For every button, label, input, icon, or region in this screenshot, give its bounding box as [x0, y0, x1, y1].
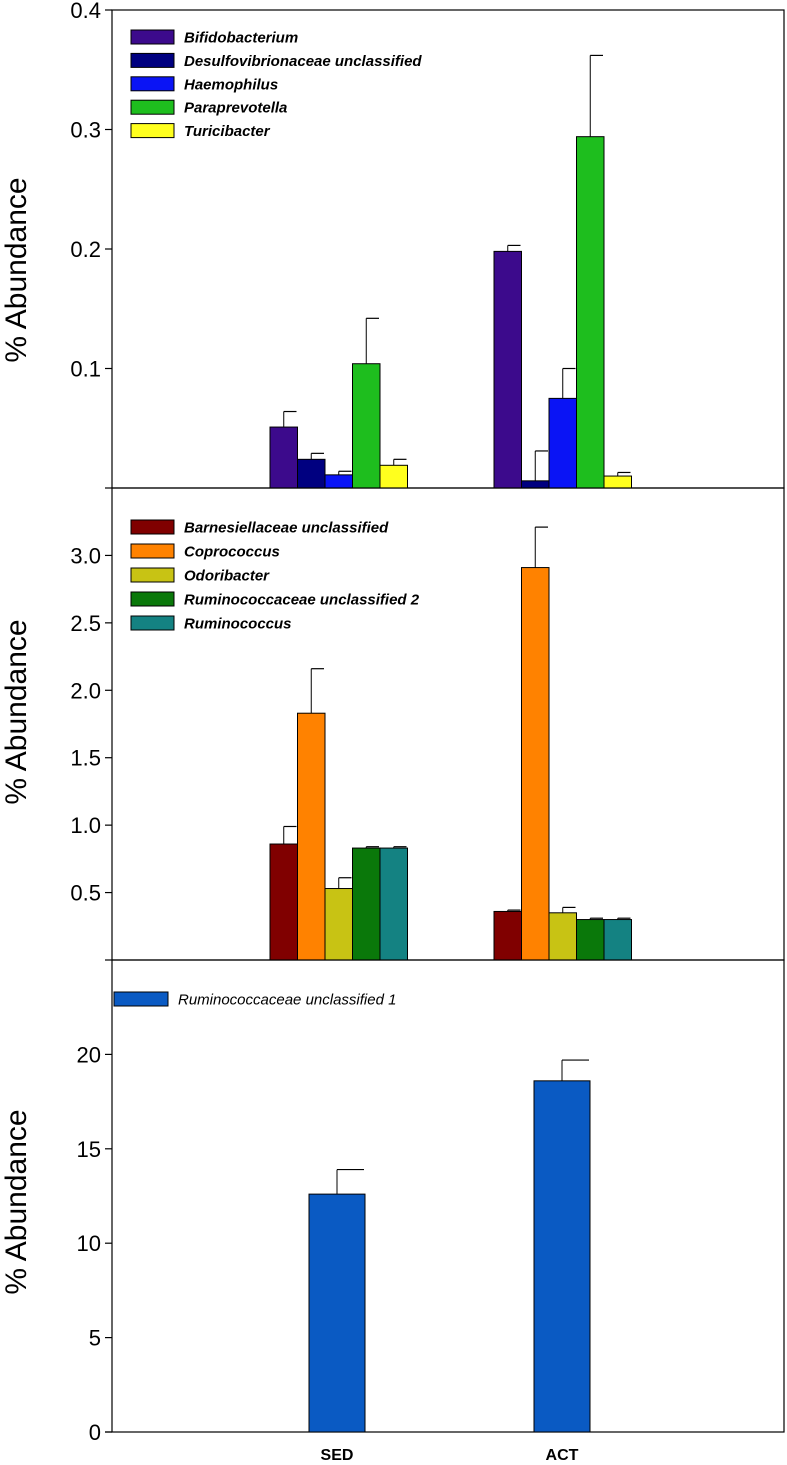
- y-tick-label: 20: [77, 1042, 101, 1067]
- bar: [308, 1193, 366, 1433]
- bar: [379, 847, 408, 961]
- bar: [324, 474, 353, 489]
- legend-swatch: [130, 543, 175, 559]
- bar: [521, 567, 550, 961]
- bar: [324, 888, 353, 961]
- y-axis-label: % Abundance: [0, 619, 33, 804]
- bar: [297, 712, 326, 961]
- bar: [379, 464, 408, 489]
- legend-swatch: [113, 991, 169, 1007]
- legend-swatch: [130, 567, 175, 583]
- legend-swatch: [130, 52, 175, 68]
- bar: [548, 912, 577, 961]
- y-tick-label: 2.5: [70, 611, 101, 636]
- bar: [493, 250, 522, 489]
- bar: [533, 1080, 591, 1433]
- y-axis-label: % Abundance: [0, 1109, 33, 1294]
- bar: [603, 475, 632, 489]
- legend-label: Bifidobacterium: [184, 30, 298, 47]
- y-tick-label: 2.0: [70, 678, 101, 703]
- bar: [603, 919, 632, 961]
- y-tick-label: 1.0: [70, 813, 101, 838]
- legend-label: Odoribacter: [184, 568, 270, 585]
- legend-swatch: [130, 123, 175, 139]
- plot-frame: [111, 959, 785, 1433]
- legend-label: Barnesiellaceae unclassified: [184, 520, 389, 537]
- bar: [493, 910, 522, 961]
- y-tick-label: 15: [77, 1137, 101, 1162]
- bar: [576, 136, 605, 489]
- legend-swatch: [130, 29, 175, 45]
- legend-swatch: [130, 591, 175, 607]
- legend-swatch: [130, 76, 175, 92]
- y-tick-label: 10: [77, 1231, 101, 1256]
- x-category-label: SED: [321, 1447, 354, 1464]
- bar: [548, 397, 577, 489]
- bar: [352, 363, 381, 489]
- bar: [269, 426, 298, 489]
- bar: [297, 458, 326, 489]
- y-tick-label: 0.4: [70, 0, 101, 23]
- legend-swatch: [130, 519, 175, 535]
- y-axis-label: % Abundance: [0, 177, 33, 362]
- legend-label: Ruminococcaceae unclassified 1: [178, 992, 396, 1009]
- legend-label: Paraprevotella: [184, 100, 287, 117]
- legend-swatch: [130, 615, 175, 631]
- legend-label: Haemophilus: [184, 76, 278, 93]
- legend-label: Coprococcus: [184, 544, 280, 561]
- bar: [521, 480, 550, 489]
- bar: [269, 843, 298, 961]
- y-tick-label: 0.3: [70, 118, 101, 143]
- legend-label: Ruminococcaceae unclassified 2: [184, 592, 420, 609]
- y-tick-label: 5: [89, 1326, 101, 1351]
- y-tick-label: 1.5: [70, 746, 101, 771]
- y-tick-label: 0: [89, 1420, 101, 1445]
- legend-label: Desulfovibrionaceae unclassified: [184, 53, 422, 70]
- legend-swatch: [130, 99, 175, 115]
- legend-label: Turicibacter: [184, 123, 271, 140]
- y-tick-label: 0.1: [70, 357, 101, 382]
- legend-label: Ruminococcus: [184, 616, 292, 633]
- bar: [352, 847, 381, 961]
- y-tick-label: 0.5: [70, 881, 101, 906]
- y-tick-label: 3.0: [70, 543, 101, 568]
- y-tick-label: 0.2: [70, 237, 101, 262]
- x-category-label: ACT: [546, 1447, 579, 1464]
- bar: [576, 919, 605, 961]
